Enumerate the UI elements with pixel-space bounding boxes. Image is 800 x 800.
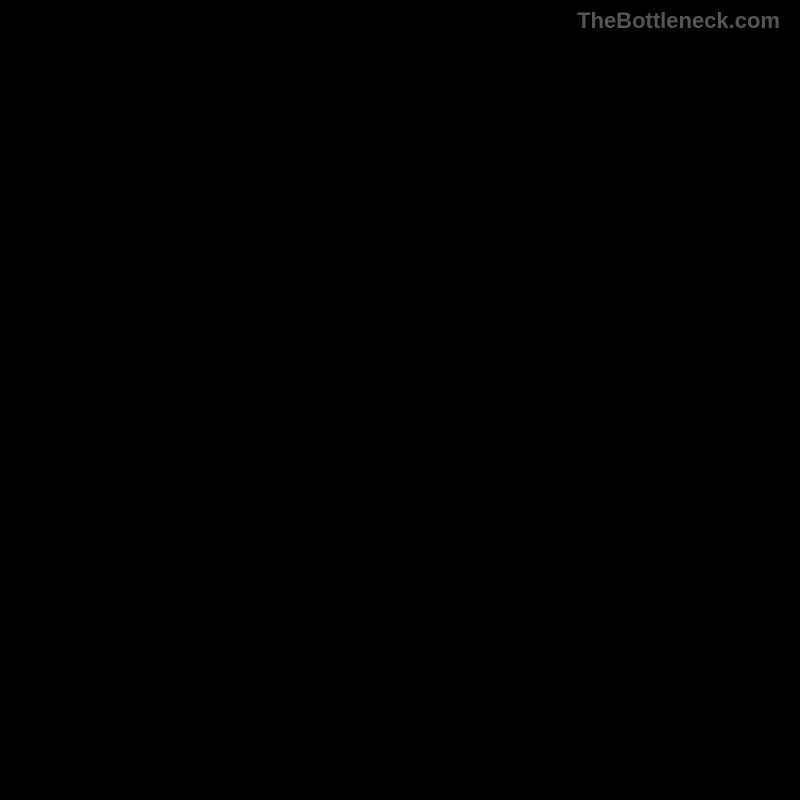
heatmap-plot (40, 40, 760, 760)
crosshair-marker (35, 755, 45, 765)
heatmap-canvas (40, 40, 760, 760)
chart-frame: TheBottleneck.com (0, 0, 800, 800)
watermark-text: TheBottleneck.com (577, 8, 780, 34)
